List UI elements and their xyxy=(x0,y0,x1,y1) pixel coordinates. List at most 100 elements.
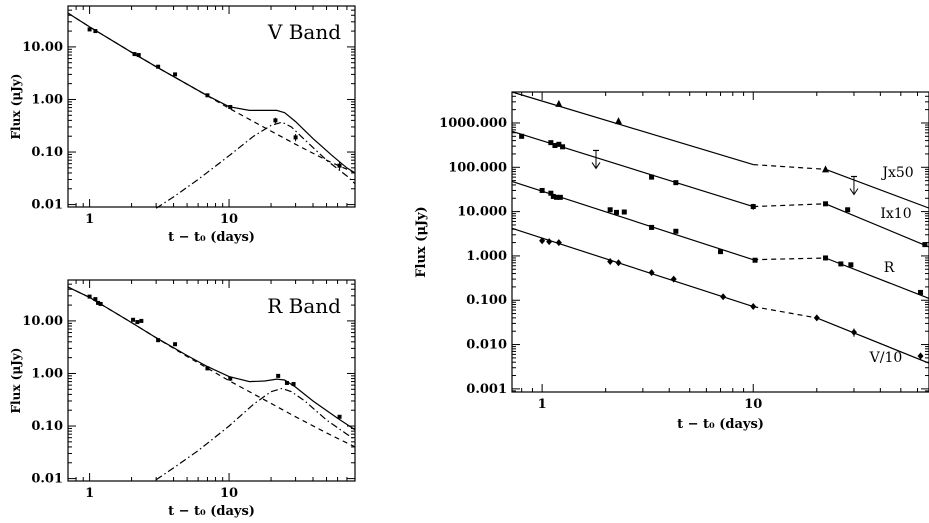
y-tick-label: 1.000 xyxy=(466,249,507,264)
data-point xyxy=(607,257,614,265)
data-point xyxy=(156,64,161,69)
data-point xyxy=(539,237,546,245)
data-point xyxy=(607,207,613,213)
data-point xyxy=(555,239,562,247)
data-point xyxy=(136,53,141,58)
data-point xyxy=(673,180,679,186)
y-tick-label: 1.00 xyxy=(31,366,63,381)
y-tick-label: 0.01 xyxy=(31,472,63,487)
data-point xyxy=(173,342,178,347)
data-point xyxy=(555,99,563,107)
panel-title: V Band xyxy=(267,20,341,44)
data-point xyxy=(813,314,820,322)
data-point xyxy=(96,300,101,305)
data-point xyxy=(621,209,627,215)
upper-limit-arrowhead xyxy=(849,188,859,196)
x-tick-label: 10 xyxy=(220,486,238,501)
series-label: Ix10 xyxy=(880,206,911,222)
data-point xyxy=(670,275,677,283)
y-axis-label: Flux (μJy) xyxy=(9,74,23,140)
model-curve-solid xyxy=(67,12,356,174)
y-tick-label: 0.10 xyxy=(31,145,63,160)
y-tick-label: 10.000 xyxy=(457,205,507,220)
data-point xyxy=(519,133,525,139)
y-tick-label: 1000.000 xyxy=(439,116,507,131)
series-label: R xyxy=(884,260,895,276)
model-curve-dashdot xyxy=(155,387,356,481)
data-point xyxy=(291,382,296,387)
data-point xyxy=(293,135,298,140)
x-axis-label: t − t₀ (days) xyxy=(168,230,255,245)
data-point xyxy=(823,255,829,261)
data-point xyxy=(613,209,619,215)
data-point xyxy=(752,257,758,263)
data-point xyxy=(135,320,140,325)
data-point xyxy=(173,72,178,77)
data-point xyxy=(93,297,98,302)
y-axis-label: Flux (μJy) xyxy=(414,206,429,277)
power-law-fit xyxy=(511,227,754,308)
data-point xyxy=(850,328,857,336)
data-point xyxy=(649,174,655,180)
data-point xyxy=(552,143,558,149)
dashed-bridge xyxy=(753,257,826,261)
data-point xyxy=(337,414,342,419)
y-tick-label: 0.010 xyxy=(466,338,507,353)
data-point xyxy=(718,249,724,255)
data-point xyxy=(848,262,854,268)
data-point xyxy=(131,317,136,322)
data-point xyxy=(228,104,233,109)
data-point xyxy=(917,352,924,360)
r-band-panel: 1 10 0.01 0.10 1.00 10.00 t − t₀ (days) Flux (μ… xyxy=(9,279,356,519)
data-point xyxy=(556,141,562,147)
y-tick-label: 0.10 xyxy=(31,419,63,434)
upper-limit-arrowhead xyxy=(591,162,601,170)
plot-frame xyxy=(511,91,929,393)
series-label: V/10 xyxy=(869,350,903,366)
data-point xyxy=(557,194,563,200)
data-point xyxy=(560,144,566,150)
power-law-tail xyxy=(825,168,929,209)
data-point xyxy=(838,261,844,267)
data-point xyxy=(673,228,679,234)
y-tick-label: 0.001 xyxy=(466,382,507,397)
data-point xyxy=(614,117,622,125)
power-law-fit xyxy=(511,91,754,166)
x-tick-label: 10 xyxy=(744,397,762,412)
data-point xyxy=(87,27,92,32)
x-tick-label: 10 xyxy=(220,212,238,227)
data-point xyxy=(156,338,161,343)
data-point xyxy=(87,294,92,299)
data-point xyxy=(284,380,289,385)
y-tick-label: 100.000 xyxy=(448,160,507,175)
v-band-panel: 1 10 0.01 0.10 1.00 10.00 t − t₀ (days) Flux (μ… xyxy=(9,5,356,245)
data-point xyxy=(276,373,281,378)
power-law-tail xyxy=(825,203,929,248)
data-point xyxy=(548,140,554,146)
data-point xyxy=(550,193,556,199)
x-axis-label: t − t₀ (days) xyxy=(168,504,255,519)
power-law-tail xyxy=(816,317,929,364)
multiband-panel: 1 10 0.001 0.010 0.100 1.000 10.000 100.000 1000… xyxy=(414,91,929,432)
data-point xyxy=(750,303,757,311)
power-law-fit xyxy=(511,180,754,261)
plot-frame xyxy=(67,5,356,208)
power-law-fit xyxy=(511,130,754,208)
data-point xyxy=(228,376,233,381)
data-point xyxy=(750,204,756,210)
data-point xyxy=(93,29,98,34)
data-point xyxy=(822,165,830,173)
x-tick-label: 1 xyxy=(85,212,94,227)
x-axis-label: t − t₀ (days) xyxy=(677,417,764,432)
data-point xyxy=(918,289,924,295)
y-tick-label: 0.01 xyxy=(31,198,63,213)
data-point xyxy=(205,93,210,98)
data-point xyxy=(648,269,655,277)
data-point xyxy=(615,259,622,267)
data-point xyxy=(539,187,545,193)
data-point xyxy=(98,301,103,306)
data-point xyxy=(273,118,278,123)
data-point xyxy=(548,190,554,196)
data-point xyxy=(845,207,851,213)
